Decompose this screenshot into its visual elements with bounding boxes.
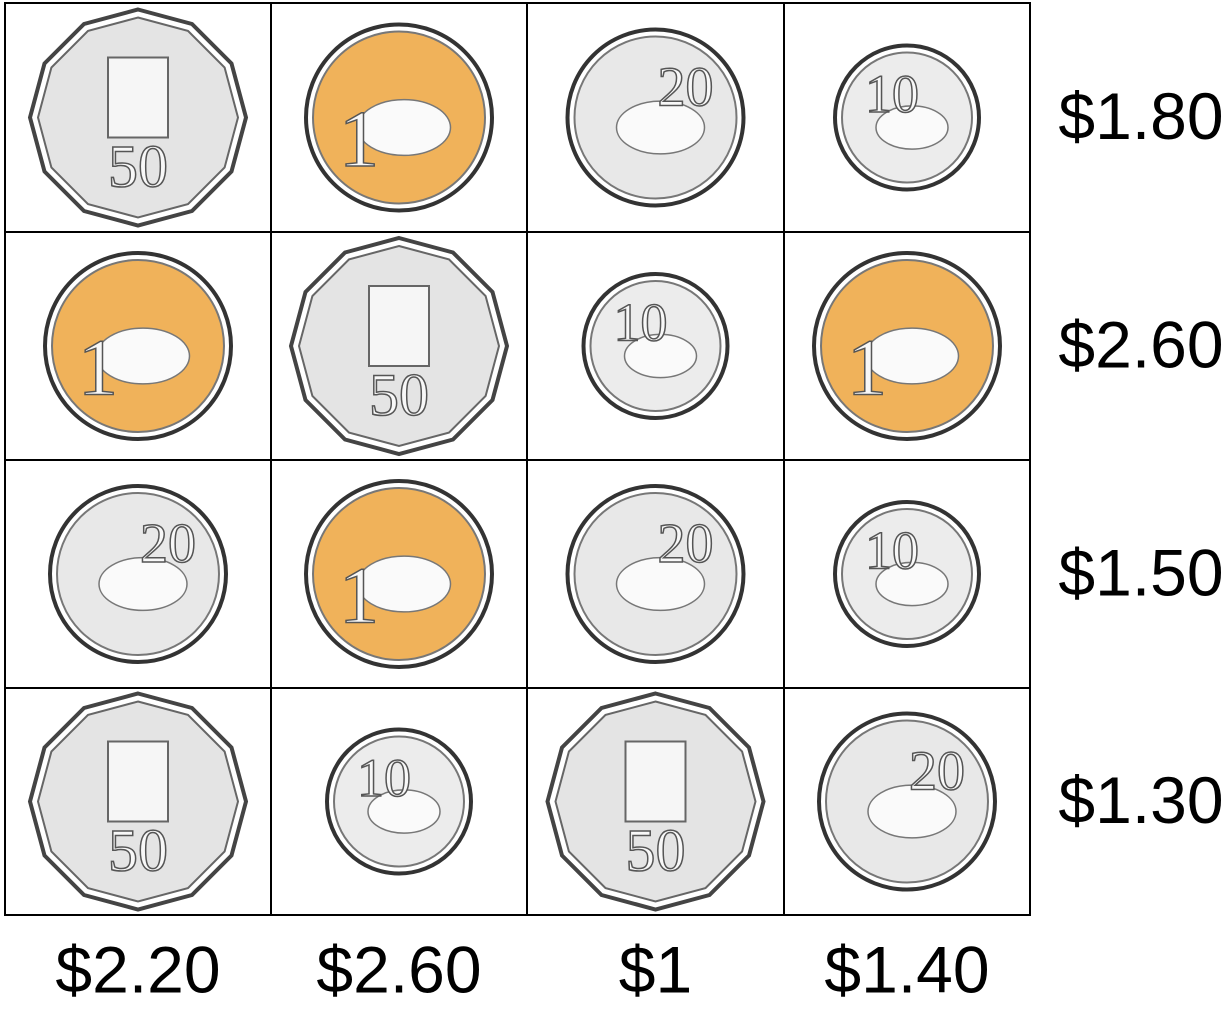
coin-animal	[615, 100, 706, 155]
coin-animal	[356, 98, 452, 157]
coin: 20	[48, 484, 228, 664]
coin-animal	[864, 327, 960, 385]
coin-grid: 50 1 20 10 1 50 10 1 20 1 20 10 50 10 50 20	[4, 2, 1031, 916]
coin-animal	[367, 789, 441, 834]
coin: 50	[27, 7, 249, 228]
row-total: $1.30	[1058, 763, 1223, 837]
coin-denomination: 50	[108, 817, 168, 883]
coin-denomination: 1	[339, 96, 379, 184]
column-total: $1.40	[824, 932, 989, 1006]
coin-denomination: 20	[909, 740, 965, 802]
coin-denomination: 10	[357, 748, 411, 808]
coin-denomination: 1	[339, 552, 379, 640]
coin-shield	[624, 740, 687, 823]
coin: 1	[304, 479, 494, 669]
column-total: $1	[619, 932, 692, 1006]
coin-denomination: 1	[78, 324, 118, 412]
coin-denomination: 50	[626, 817, 686, 883]
column-total: $2.60	[316, 932, 481, 1006]
coin-shield	[107, 56, 169, 139]
coin: 50	[545, 691, 766, 912]
coin-animal	[98, 556, 188, 612]
coin-denomination: 10	[865, 64, 919, 124]
coin: 50	[288, 235, 510, 457]
coin: 20	[817, 711, 997, 892]
coin-denomination: 10	[865, 520, 919, 580]
coin: 10	[833, 43, 981, 192]
coin: 10	[581, 272, 730, 420]
row-total: $2.60	[1058, 307, 1223, 381]
coin-denomination: 10	[614, 292, 668, 352]
coin-animal	[875, 105, 949, 150]
coin-denomination: 20	[658, 513, 714, 575]
coin-denomination: 20	[140, 513, 196, 575]
coin: 10	[325, 727, 473, 876]
coin-animal	[623, 333, 698, 379]
coin-animal	[95, 327, 191, 385]
coin-denomination: 50	[108, 133, 168, 199]
coin-animal	[356, 555, 452, 613]
coin-animal	[867, 784, 957, 839]
coin-shield	[368, 285, 430, 367]
coin: 10	[833, 500, 981, 648]
coin: 1	[43, 251, 233, 441]
column-total: $2.20	[55, 932, 220, 1006]
coin-animal	[615, 556, 706, 612]
row-total: $1.80	[1058, 79, 1223, 153]
coin-denomination: 1	[847, 324, 887, 412]
coin-denomination: 20	[658, 56, 714, 118]
coin-animal	[875, 561, 949, 607]
coin: 20	[565, 27, 746, 208]
coin: 20	[565, 484, 746, 664]
row-total: $1.50	[1058, 535, 1223, 609]
coin: 1	[812, 251, 1002, 441]
coin: 50	[27, 691, 249, 912]
coin: 1	[304, 22, 494, 213]
coin-shield	[107, 740, 169, 823]
grid-cell	[270, 687, 528, 916]
coin-denomination: 50	[369, 362, 429, 428]
